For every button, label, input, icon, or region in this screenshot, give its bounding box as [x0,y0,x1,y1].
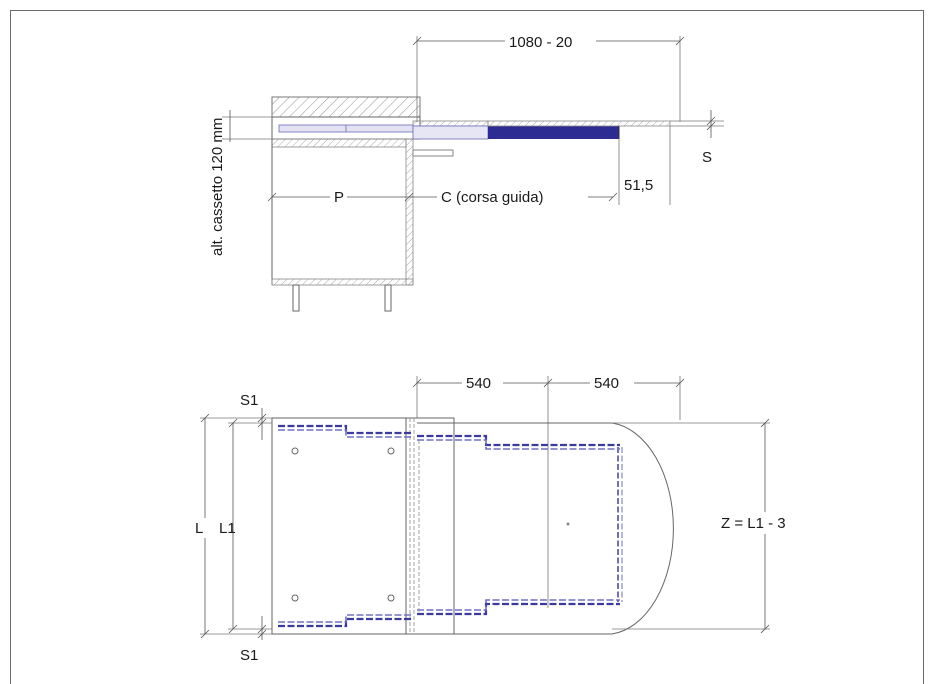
leg-left [292,284,300,312]
label-l: L [195,520,203,537]
cabinet-front-plan [405,417,455,635]
cabinet-bottom [271,278,414,286]
rail-extension-light [412,125,489,140]
rail-lower [278,599,620,628]
cabinet-right-wall [405,138,414,286]
rail-extension-dark [488,126,619,139]
cabinet-top-panel [271,138,407,148]
plan-view: 540 540 [190,375,818,664]
label-540-b: 540 [594,375,619,392]
hole [387,447,395,455]
shelf-outline [417,422,674,635]
hole [291,594,299,602]
worktop [271,96,421,118]
label-l1: L1 [219,520,236,537]
hole [291,447,299,455]
rail-extension-hatched [412,120,489,127]
bracket [412,149,454,157]
label-s1-top: S1 [240,392,258,409]
center-mark [566,522,570,526]
leg-right [384,284,392,312]
label-c: C (corsa guida) [441,189,544,206]
label-540-a: 540 [466,375,491,392]
drawing-frame [10,10,924,684]
label-s: S [702,149,712,166]
label-p: P [334,189,344,206]
label-drawer-height: alt. cassetto 120 mm [209,118,226,256]
label-1080: 1080 - 20 [509,34,572,51]
shelf-plate [487,120,671,127]
label-s1-bottom: S1 [240,647,258,664]
label-z: Z = L1 - 3 [721,515,786,532]
label-51-5: 51,5 [624,177,653,194]
side-view: 1080 - 20 alt. cassetto 120 mm S 51,5 P [209,34,724,312]
rail-upper [278,424,620,450]
hole [387,594,395,602]
